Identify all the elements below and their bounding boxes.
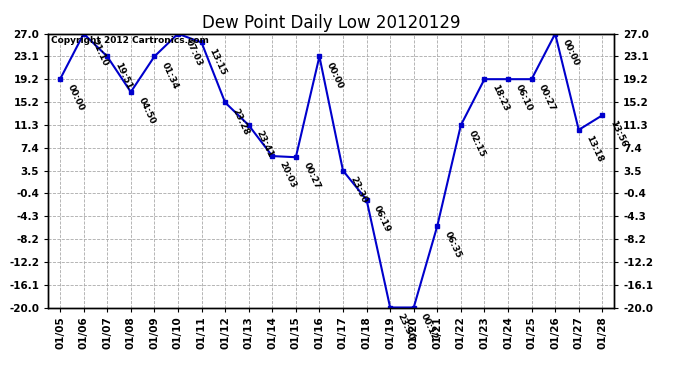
Text: 00:00: 00:00: [325, 61, 345, 90]
Text: 20:03: 20:03: [278, 160, 298, 190]
Text: 13:18: 13:18: [584, 134, 604, 164]
Text: 21:10: 21:10: [89, 38, 110, 68]
Text: 00:27: 00:27: [537, 83, 558, 113]
Text: 23:41: 23:41: [254, 129, 275, 159]
Text: 04:50: 04:50: [137, 96, 157, 126]
Text: Copyright 2012 Cartronics.com: Copyright 2012 Cartronics.com: [51, 36, 209, 45]
Text: 00:00: 00:00: [66, 83, 86, 112]
Text: 07:03: 07:03: [184, 38, 204, 68]
Text: 00:12: 00:12: [420, 312, 440, 341]
Text: 13:15: 13:15: [207, 46, 227, 76]
Text: 13:56: 13:56: [608, 120, 628, 149]
Text: 00:27: 00:27: [302, 161, 322, 191]
Text: 06:10: 06:10: [513, 83, 534, 113]
Text: 19:51: 19:51: [112, 61, 133, 90]
Text: 23:30: 23:30: [395, 312, 416, 341]
Text: 02:15: 02:15: [466, 129, 486, 159]
Text: 06:35: 06:35: [443, 230, 463, 260]
Text: 06:19: 06:19: [372, 204, 393, 234]
Title: Dew Point Daily Low 20120129: Dew Point Daily Low 20120129: [202, 14, 460, 32]
Text: 00:00: 00:00: [561, 38, 581, 67]
Text: 23:28: 23:28: [230, 106, 251, 136]
Text: 23:30: 23:30: [348, 175, 368, 204]
Text: 01:34: 01:34: [160, 61, 180, 90]
Text: 18:23: 18:23: [490, 83, 510, 113]
